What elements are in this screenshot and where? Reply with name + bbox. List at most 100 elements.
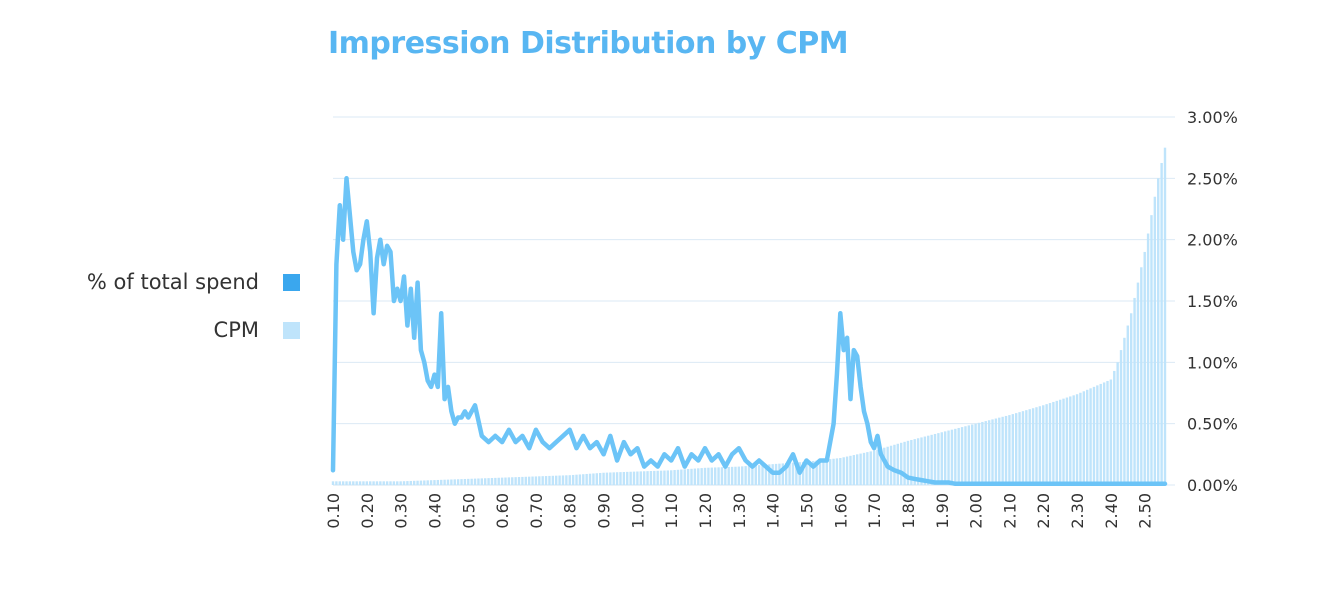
- cpm-bar: [362, 481, 365, 485]
- legend-item-cpm: CPM: [30, 306, 300, 354]
- cpm-bar: [436, 479, 440, 485]
- cpm-bar: [1075, 394, 1079, 485]
- cpm-bar: [795, 462, 798, 485]
- cpm-bar: [612, 472, 615, 485]
- cpm-bar: [991, 419, 994, 485]
- y-axis-ticks: 0.00% 0.50% 1.00% 1.50% 2.00% 2.50% 3.00%: [1187, 108, 1238, 495]
- cpm-bar: [649, 471, 653, 485]
- x-tick-label: 0.30: [392, 493, 411, 529]
- cpm-bar: [757, 465, 761, 485]
- cpm-bar: [500, 477, 504, 485]
- cpm-bar: [656, 470, 659, 485]
- cpm-bar: [483, 478, 487, 485]
- x-tick-label: 0.10: [324, 493, 343, 529]
- x-tick-label: 0.70: [527, 493, 546, 529]
- cpm-bar: [473, 478, 477, 485]
- cpm-bar: [697, 468, 700, 485]
- cpm-bar: [703, 467, 707, 485]
- cpm-bar: [724, 467, 727, 485]
- cpm-bar: [1126, 325, 1129, 485]
- cpm-bar: [1113, 370, 1116, 485]
- cpm-bar: [592, 473, 595, 485]
- cpm-bar: [666, 470, 670, 485]
- cpm-bar: [544, 476, 548, 485]
- y-tick-label: 1.00%: [1187, 353, 1238, 372]
- cpm-bar: [507, 477, 511, 485]
- cpm-bar: [852, 455, 856, 485]
- cpm-bar: [808, 461, 812, 485]
- cpm-bar: [406, 481, 409, 485]
- spend-line: [330, 176, 1168, 487]
- cpm-bar: [615, 472, 619, 485]
- cpm-bar: [409, 480, 412, 485]
- cpm-bar: [626, 471, 629, 485]
- cpm-bar: [916, 438, 920, 485]
- x-tick-label: 2.00: [967, 493, 986, 529]
- cpm-bar: [693, 468, 697, 485]
- cpm-bar: [686, 469, 690, 485]
- cpm-bar: [653, 470, 656, 485]
- cpm-bar: [561, 475, 565, 485]
- cpm-bar: [815, 460, 818, 485]
- legend-label-spend: % of total spend: [86, 270, 259, 294]
- cpm-bar: [977, 422, 981, 485]
- cpm-bar: [761, 464, 764, 485]
- cpm-bar: [910, 439, 913, 485]
- cpm-bar: [352, 481, 355, 485]
- cpm-bar: [389, 481, 392, 485]
- cpm-bar: [879, 448, 883, 485]
- x-tick-label: 0.80: [561, 493, 580, 529]
- cpm-bar: [845, 456, 849, 485]
- chart-legend: % of total spend CPM: [30, 258, 300, 354]
- y-tick-label: 2.50%: [1187, 169, 1238, 188]
- cpm-bar: [1058, 399, 1062, 485]
- cpm-bar: [595, 473, 599, 485]
- cpm-bar: [1018, 412, 1021, 485]
- cpm-bar: [1133, 297, 1136, 485]
- cpm-bar: [828, 459, 832, 485]
- cpm-bar: [1035, 407, 1038, 485]
- cpm-bar: [571, 474, 575, 485]
- cpm-bar: [605, 472, 609, 485]
- cpm-bar: [331, 481, 335, 485]
- legend-swatch-spend: [283, 273, 300, 291]
- cpm-bar: [933, 433, 937, 485]
- cpm-bar: [751, 465, 754, 485]
- cpm-bar: [1143, 251, 1146, 485]
- cpm-bar: [548, 475, 551, 485]
- cpm-bar: [467, 478, 470, 485]
- cpm-bar: [524, 476, 527, 485]
- cpm-bar: [463, 478, 467, 485]
- cpm-bar: [568, 475, 571, 485]
- cpm-bar: [856, 454, 859, 485]
- cpm-bar: [1146, 233, 1150, 485]
- cpm-bar: [981, 421, 984, 485]
- x-tick-label: 0.90: [595, 493, 614, 529]
- cpm-bar: [551, 475, 555, 485]
- cpm-bar: [896, 443, 900, 485]
- cpm-bar: [602, 472, 605, 485]
- legend-item-spend: % of total spend: [30, 258, 300, 306]
- cpm-bar: [497, 477, 500, 485]
- cpm-bar: [1045, 404, 1048, 485]
- cpm-bar: [639, 471, 642, 485]
- cpm-bar: [707, 467, 710, 485]
- cpm-bar: [842, 457, 845, 485]
- cpm-bar: [480, 478, 484, 485]
- cpm-bar: [527, 476, 531, 485]
- cpm-bar: [903, 441, 906, 485]
- x-tick-label: 0.50: [459, 493, 478, 529]
- cpm-bar: [832, 458, 835, 485]
- cpm-bar: [565, 475, 568, 485]
- cpm-bar: [943, 431, 947, 485]
- cpm-bar: [1092, 386, 1096, 485]
- cpm-bar: [1038, 406, 1042, 485]
- x-tick-label: 2.50: [1136, 493, 1155, 529]
- cpm-bar: [1021, 411, 1025, 485]
- cpm-bar: [1136, 282, 1140, 485]
- cpm-bar: [1116, 362, 1119, 485]
- cpm-bar: [1072, 395, 1075, 485]
- cpm-bar: [1123, 337, 1126, 485]
- cpm-bar: [950, 429, 954, 485]
- cpm-bar: [727, 466, 730, 485]
